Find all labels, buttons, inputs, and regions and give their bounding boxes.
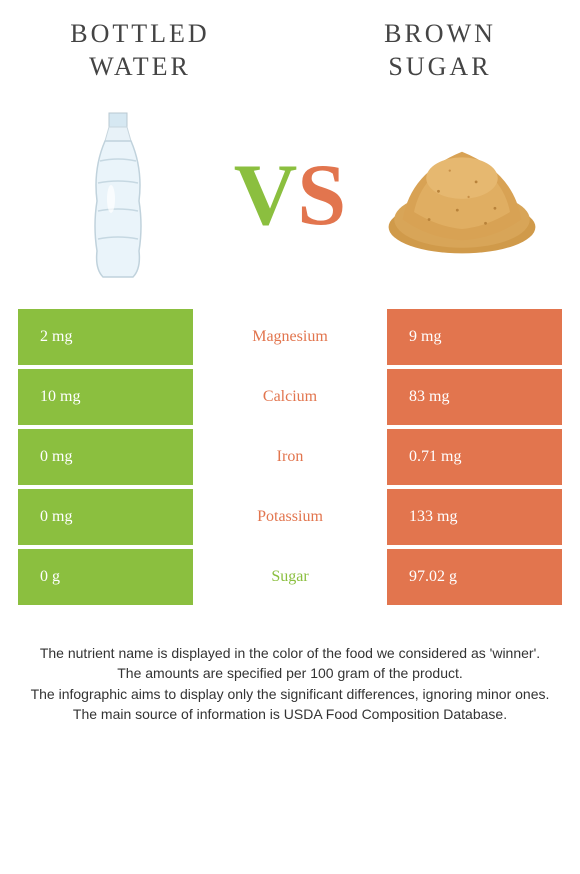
left-value: 0 mg bbox=[18, 489, 193, 545]
footer-line: The main source of information is USDA F… bbox=[20, 704, 560, 724]
comparison-table: 2 mgMagnesium9 mg10 mgCalcium83 mg0 mgIr… bbox=[0, 309, 580, 605]
table-row: 2 mgMagnesium9 mg bbox=[18, 309, 562, 365]
footer-line: The infographic aims to display only the… bbox=[20, 684, 560, 704]
left-value: 0 mg bbox=[18, 429, 193, 485]
right-value: 83 mg bbox=[387, 369, 562, 425]
image-row: VS bbox=[0, 93, 580, 309]
header-row: BOTTLED WATER BROWN SUGAR bbox=[0, 0, 580, 93]
vs-s: S bbox=[297, 152, 346, 240]
right-value: 9 mg bbox=[387, 309, 562, 365]
left-value: 2 mg bbox=[18, 309, 193, 365]
nutrient-label: Iron bbox=[193, 429, 387, 485]
bottled-water-icon bbox=[38, 111, 198, 281]
right-item-title: BROWN SUGAR bbox=[340, 18, 540, 83]
nutrient-label: Potassium bbox=[193, 489, 387, 545]
brown-sugar-icon bbox=[382, 111, 542, 281]
table-row: 0 gSugar97.02 g bbox=[18, 549, 562, 605]
table-row: 0 mgPotassium133 mg bbox=[18, 489, 562, 545]
footer-line: The nutrient name is displayed in the co… bbox=[20, 643, 560, 663]
table-row: 0 mgIron0.71 mg bbox=[18, 429, 562, 485]
nutrient-label: Calcium bbox=[193, 369, 387, 425]
left-value: 10 mg bbox=[18, 369, 193, 425]
left-value: 0 g bbox=[18, 549, 193, 605]
vs-v: V bbox=[234, 152, 298, 240]
right-value: 97.02 g bbox=[387, 549, 562, 605]
right-value: 133 mg bbox=[387, 489, 562, 545]
nutrient-label: Magnesium bbox=[193, 309, 387, 365]
vs-label: VS bbox=[234, 152, 347, 240]
nutrient-label: Sugar bbox=[193, 549, 387, 605]
table-row: 10 mgCalcium83 mg bbox=[18, 369, 562, 425]
right-value: 0.71 mg bbox=[387, 429, 562, 485]
left-item-title: BOTTLED WATER bbox=[40, 18, 240, 83]
footer-notes: The nutrient name is displayed in the co… bbox=[0, 609, 580, 724]
footer-line: The amounts are specified per 100 gram o… bbox=[20, 663, 560, 683]
